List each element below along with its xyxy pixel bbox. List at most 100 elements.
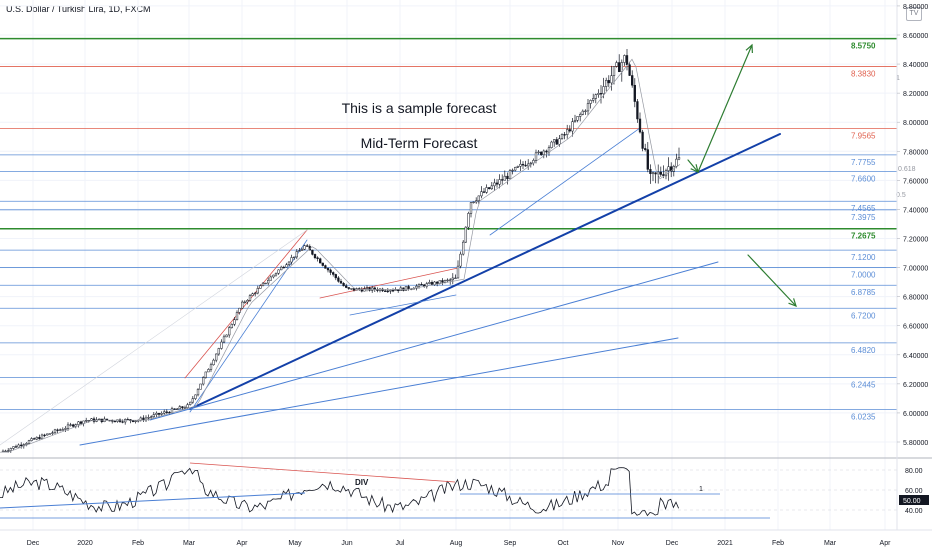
- candle: [423, 283, 426, 288]
- candle-body: [417, 284, 421, 287]
- candle-body: [220, 341, 223, 349]
- candle-body: [178, 406, 181, 410]
- candle-body: [300, 248, 304, 251]
- candle: [160, 411, 163, 416]
- candle-body: [597, 93, 600, 95]
- candle-body: [306, 245, 309, 247]
- candle-body: [503, 175, 506, 181]
- candle-body: [555, 139, 558, 145]
- candle-body: [82, 420, 85, 424]
- candle: [579, 112, 582, 122]
- candle: [124, 418, 127, 425]
- candle-body: [376, 289, 379, 291]
- candle: [280, 265, 283, 271]
- trendline-mid: [149, 261, 719, 421]
- candle: [334, 273, 337, 281]
- candle: [246, 299, 249, 305]
- price-tick-label: 7.60000: [903, 178, 928, 185]
- candle: [290, 254, 293, 265]
- candle: [186, 402, 189, 409]
- candle-body: [490, 185, 493, 190]
- candle-body: [157, 412, 161, 415]
- candle-body: [332, 272, 335, 275]
- candle: [235, 310, 239, 321]
- candle: [506, 172, 509, 185]
- candle-body: [537, 151, 540, 154]
- candle: [9, 447, 12, 453]
- candle: [555, 137, 558, 145]
- candle: [566, 124, 569, 139]
- candle-body: [33, 438, 36, 440]
- candle-body: [456, 265, 460, 279]
- candle-body: [43, 434, 46, 437]
- candle: [386, 288, 389, 293]
- candle-body: [511, 169, 514, 172]
- candle: [204, 371, 207, 379]
- fib-label-05: 0.5: [896, 192, 906, 199]
- price-tick-label: 8.20000: [903, 91, 928, 98]
- candle-body: [592, 98, 595, 101]
- candle-body: [352, 288, 356, 291]
- candle: [342, 282, 345, 287]
- candle-body: [644, 148, 647, 150]
- candle: [69, 422, 72, 427]
- candle: [337, 276, 340, 283]
- rsi-tick-label: 60.00: [905, 488, 923, 495]
- candle-body: [293, 256, 296, 258]
- candle-body: [573, 119, 577, 122]
- candle: [441, 278, 444, 286]
- candle-body: [116, 419, 119, 422]
- candle: [605, 77, 608, 92]
- time-tick-label: Apr: [237, 540, 249, 547]
- candle-body: [599, 93, 603, 95]
- candle: [165, 409, 168, 415]
- candle-body: [194, 394, 197, 399]
- candle-body: [620, 62, 623, 73]
- level-label: 7.7755: [851, 158, 876, 167]
- price-tick-label: 7.20000: [903, 237, 928, 244]
- candle-body: [441, 280, 444, 283]
- candle: [152, 411, 155, 419]
- candle: [90, 417, 93, 421]
- candle: [324, 264, 327, 269]
- candle-body: [196, 389, 200, 396]
- price-tick-label: 7.00000: [903, 266, 928, 273]
- forecast-text-2: Mid-Term Forecast: [361, 135, 478, 151]
- candle-body: [118, 419, 122, 422]
- candle: [537, 149, 540, 155]
- candle-body: [394, 289, 397, 291]
- candle: [319, 257, 322, 264]
- candle: [316, 256, 319, 262]
- candle: [100, 418, 103, 424]
- candle-body: [313, 254, 317, 259]
- candle: [85, 417, 88, 423]
- candle-body: [235, 312, 239, 320]
- candle: [329, 268, 332, 276]
- candle-body: [222, 336, 226, 343]
- time-tick-label: Dec: [666, 540, 679, 547]
- candle-body: [181, 406, 184, 409]
- candle-body: [248, 295, 252, 301]
- candle: [178, 405, 181, 410]
- forecast-hook-head: [690, 164, 699, 174]
- candle: [12, 446, 15, 450]
- candle: [485, 184, 488, 194]
- candle: [602, 77, 605, 99]
- candle-body: [295, 251, 298, 258]
- candle: [516, 165, 519, 169]
- candle: [313, 253, 317, 260]
- rsi-label-1: 1: [699, 486, 703, 493]
- candle-body: [350, 288, 353, 290]
- level-label: 7.3975: [851, 213, 876, 222]
- candle: [454, 274, 457, 280]
- candle-body: [654, 172, 657, 175]
- rsi-trendline: [0, 492, 306, 509]
- candle: [233, 317, 236, 327]
- price-tick-label: 8.40000: [903, 62, 928, 69]
- candle-body: [506, 175, 509, 180]
- candle: [456, 260, 460, 279]
- candle: [103, 416, 106, 423]
- candle: [459, 251, 462, 269]
- trendline-autumn: [489, 127, 641, 236]
